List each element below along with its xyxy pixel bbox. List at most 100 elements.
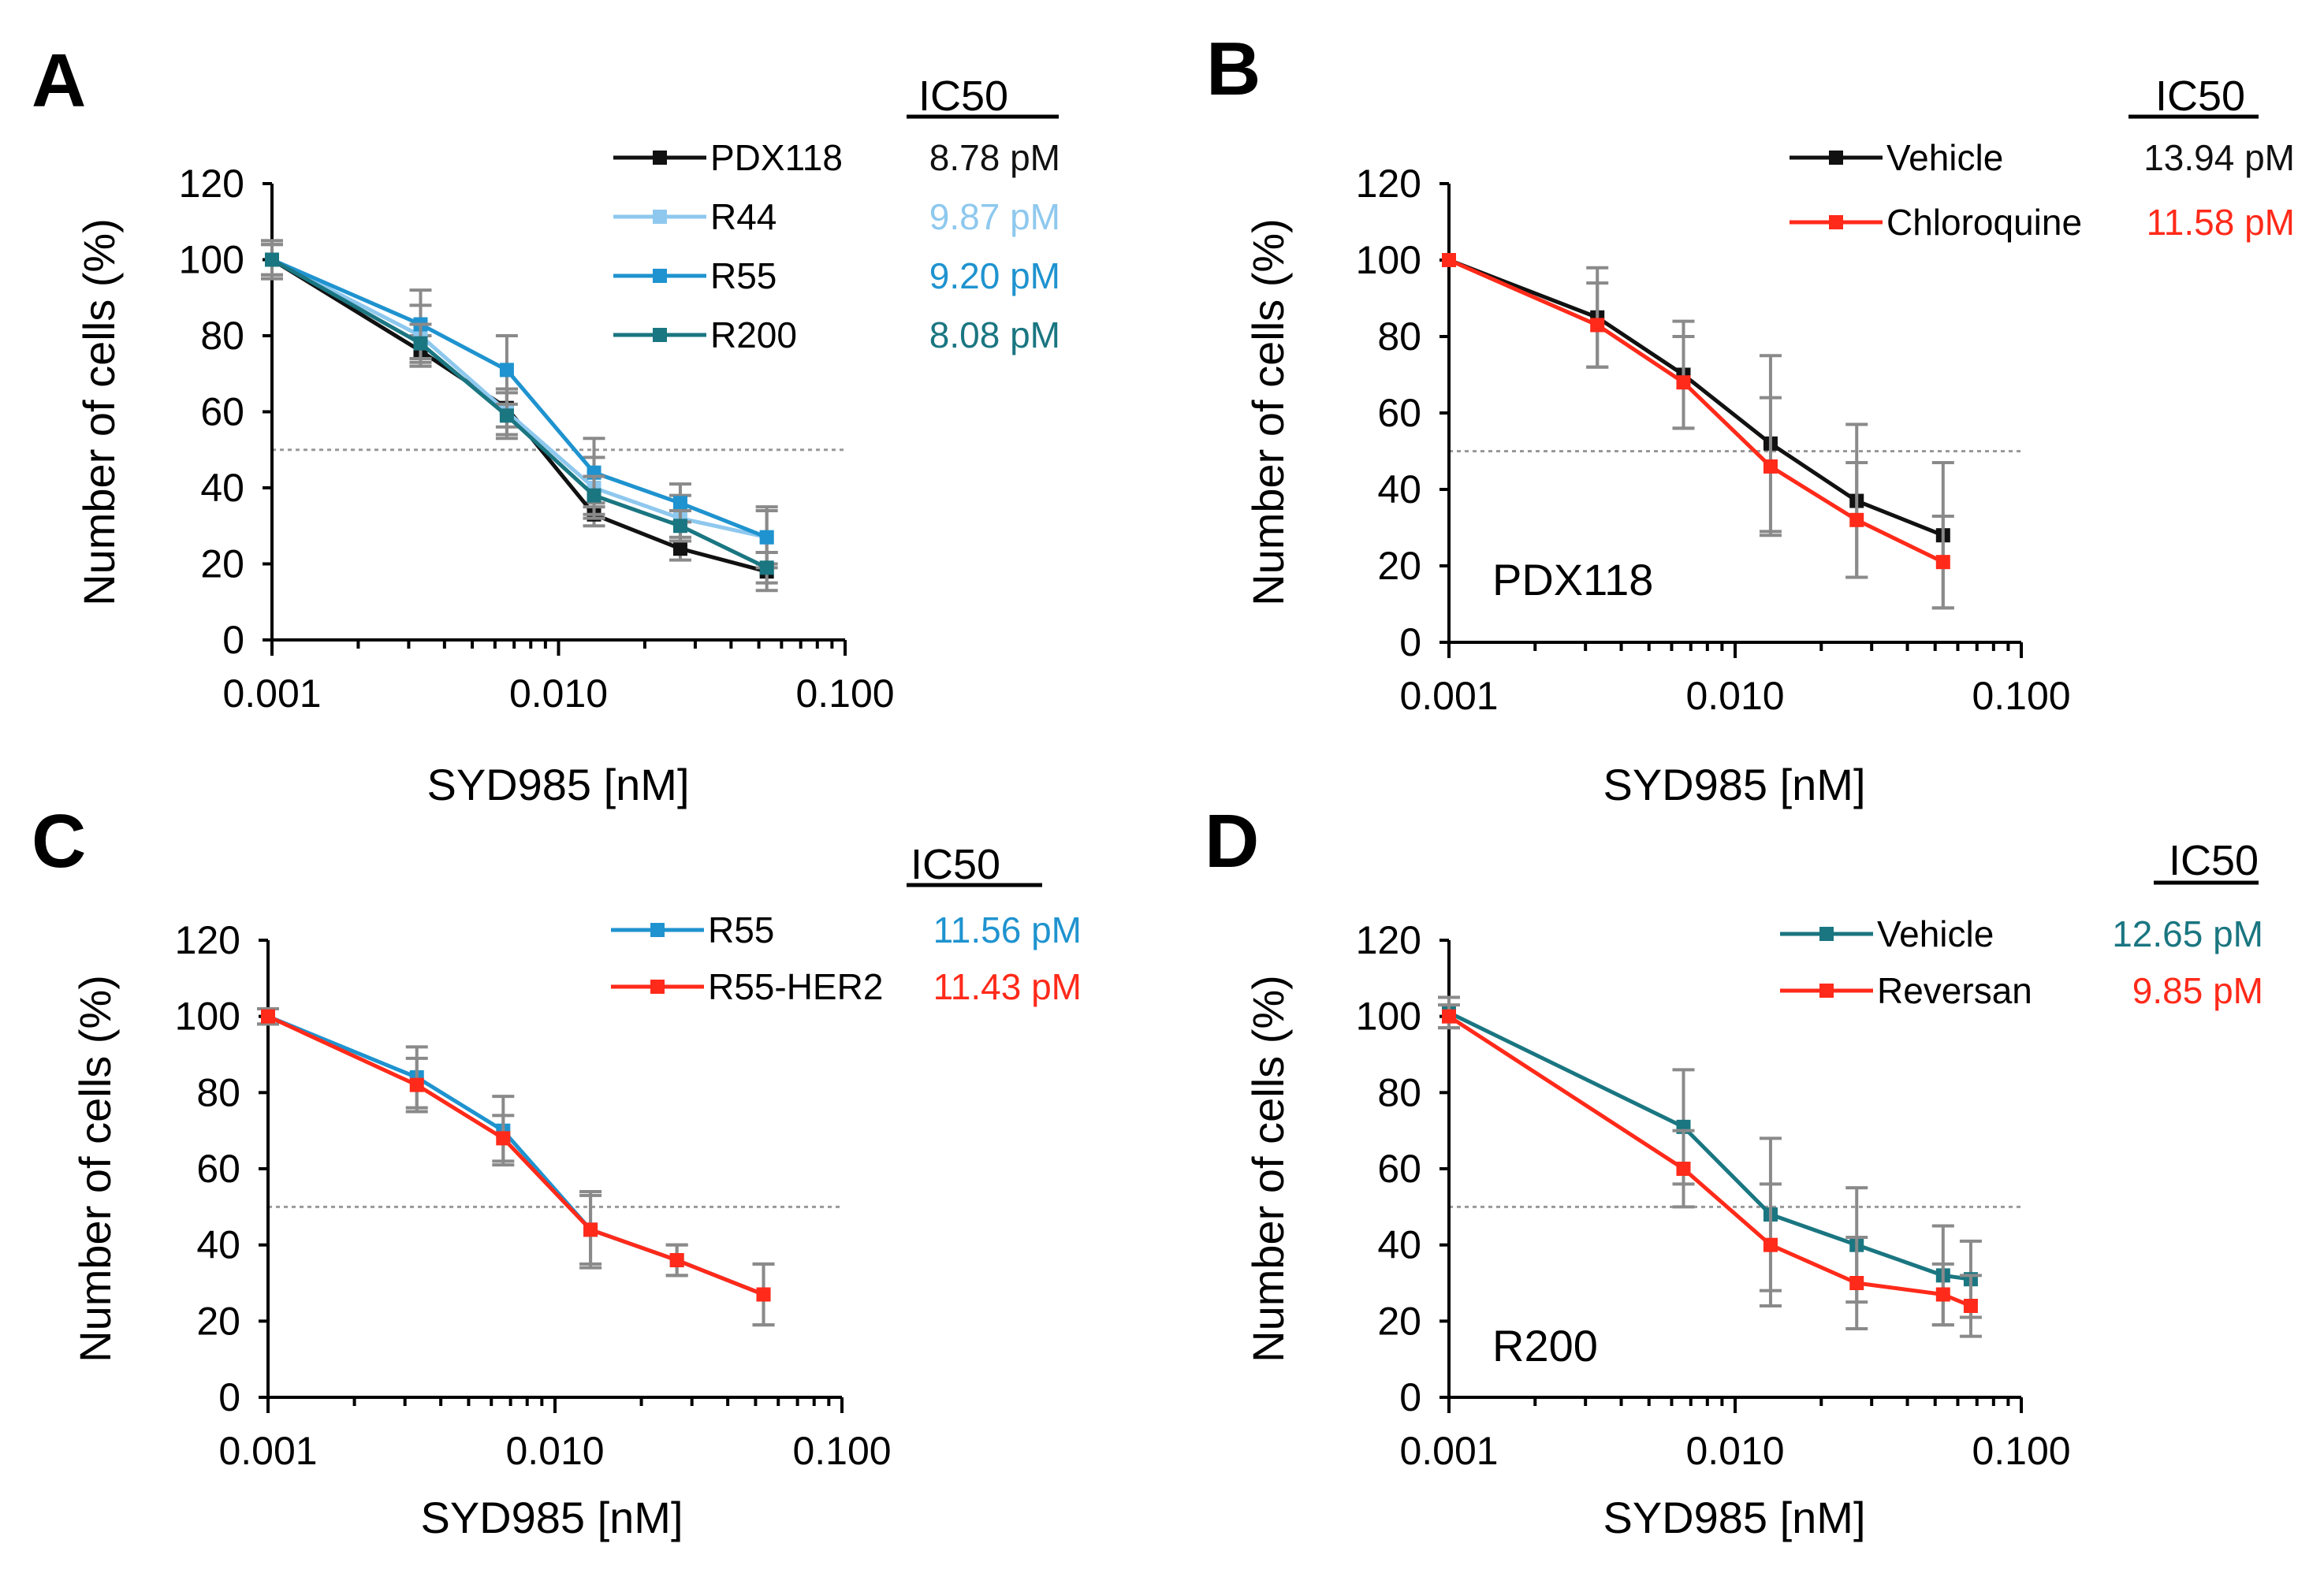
ic50-value: 11.58 pM	[2147, 202, 2295, 243]
panel-c: C 0 20 40 60 80 100 120 0.001 0.010 0.100 Number of…	[32, 799, 1082, 1542]
series-r55-her2	[257, 1007, 775, 1327]
ic50-value: 8.08 pM	[929, 314, 1060, 355]
ic50-value: 13.94 pM	[2143, 137, 2295, 178]
data-point	[759, 530, 774, 545]
data-point	[587, 488, 601, 503]
y-tick-label: 0	[1399, 1375, 1421, 1419]
series-r44	[261, 243, 778, 570]
data-point	[759, 560, 774, 575]
x-tick-label: 0.010	[1685, 674, 1784, 718]
x-tick-label: 0.100	[1972, 1429, 2070, 1473]
data-point	[756, 1287, 771, 1302]
y-tick-label: 100	[179, 238, 244, 282]
legend-marker	[653, 151, 667, 165]
ic50-header: IC50	[918, 73, 1008, 120]
data-point	[672, 541, 687, 556]
y-tick-label: 60	[200, 390, 244, 434]
data-point	[413, 336, 428, 351]
panel-label: D	[1205, 799, 1259, 883]
legend-marker	[1819, 984, 1834, 998]
legend-label: R55	[708, 909, 774, 950]
ic50-value: 11.56 pM	[933, 909, 1082, 950]
y-tick-label: 80	[200, 314, 244, 358]
series-r200	[261, 239, 778, 585]
y-tick-label: 20	[1377, 544, 1421, 588]
data-point	[1442, 1009, 1456, 1024]
y-tick-label: 100	[1356, 238, 1421, 282]
legend-label: Vehicle	[1886, 137, 2003, 178]
y-tick-label: 20	[196, 1299, 240, 1343]
legend-marker	[1829, 151, 1843, 165]
series-line	[1447, 1014, 1972, 1308]
series-chloroquine	[1442, 253, 1954, 610]
y-tick-label: 0	[222, 618, 244, 662]
y-tick-label: 40	[196, 1223, 240, 1267]
legend-marker	[653, 269, 667, 283]
data-point	[496, 1131, 511, 1146]
y-tick-label: 80	[196, 1070, 240, 1114]
x-axis-label: SYD985 [nM]	[426, 760, 689, 809]
legend-marker	[653, 210, 667, 224]
x-tick-label: 0.001	[1399, 674, 1498, 718]
data-point	[1935, 1287, 1950, 1302]
data-point	[672, 496, 687, 511]
y-axis-label: Number of cells (%)	[1243, 975, 1293, 1363]
y-axis-label: Number of cells (%)	[1243, 218, 1293, 606]
x-tick-label: 0.100	[792, 1429, 891, 1473]
legend-label: Vehicle	[1877, 913, 1994, 954]
data-point	[672, 519, 687, 534]
y-tick-label: 0	[218, 1375, 240, 1419]
data-point	[1763, 459, 1778, 474]
y-tick-label: 60	[1377, 1147, 1421, 1191]
data-point	[1590, 318, 1605, 333]
series-vehicle	[1438, 995, 1982, 1327]
y-tick-label: 80	[1377, 1070, 1421, 1114]
data-point	[1963, 1299, 1978, 1313]
y-tick-label: 60	[1377, 391, 1421, 435]
series-r55	[257, 1007, 775, 1327]
y-tick-label: 120	[1356, 918, 1421, 962]
legend-marker	[1829, 215, 1843, 229]
ic50-value: 9.20 pM	[929, 255, 1060, 296]
legend-label: R200	[710, 314, 797, 355]
data-point	[499, 408, 514, 423]
y-tick-label: 40	[1377, 1223, 1421, 1267]
data-point	[1676, 1162, 1691, 1176]
data-point	[265, 252, 279, 267]
x-tick-label: 0.001	[222, 671, 321, 716]
data-point	[1442, 253, 1456, 267]
data-point	[1849, 512, 1864, 527]
series-reversan	[1438, 1003, 1982, 1338]
y-tick-label: 60	[196, 1147, 240, 1191]
ic50-header: IC50	[2155, 73, 2245, 120]
series-r55	[261, 239, 778, 566]
series-line	[1447, 1010, 1972, 1281]
legend-label: Reversan	[1877, 970, 2032, 1011]
y-tick-label: 120	[1356, 162, 1421, 206]
y-tick-label: 40	[200, 466, 244, 510]
panel-annotation: R200	[1492, 1321, 1598, 1371]
panel-d: D 0 20 40 60 80 100 120 0.001 0.010 0.100 Number of…	[1205, 799, 2263, 1542]
data-point	[409, 1077, 424, 1092]
x-tick-label: 0.010	[1685, 1429, 1784, 1473]
series-line	[270, 258, 768, 570]
data-point	[669, 1253, 684, 1267]
ic50-value: 12.65 pM	[2112, 913, 2263, 954]
panel-annotation: PDX118	[1492, 555, 1653, 604]
x-tick-label: 0.001	[1399, 1429, 1498, 1473]
y-axis-label: Number of cells (%)	[70, 975, 120, 1363]
data-point	[261, 1009, 275, 1024]
panel-label: B	[1206, 27, 1261, 111]
legend-marker	[650, 980, 665, 994]
x-tick-label: 0.010	[509, 671, 608, 716]
y-tick-label: 40	[1377, 467, 1421, 511]
series-line	[270, 258, 768, 574]
series-line	[1448, 258, 1944, 537]
y-tick-label: 120	[175, 918, 240, 962]
data-point	[499, 363, 514, 378]
ic50-header: IC50	[2169, 837, 2259, 884]
ic50-value: 8.78 pM	[929, 137, 1060, 178]
legend-label: R55-HER2	[708, 966, 883, 1007]
panel-label: A	[32, 39, 86, 123]
